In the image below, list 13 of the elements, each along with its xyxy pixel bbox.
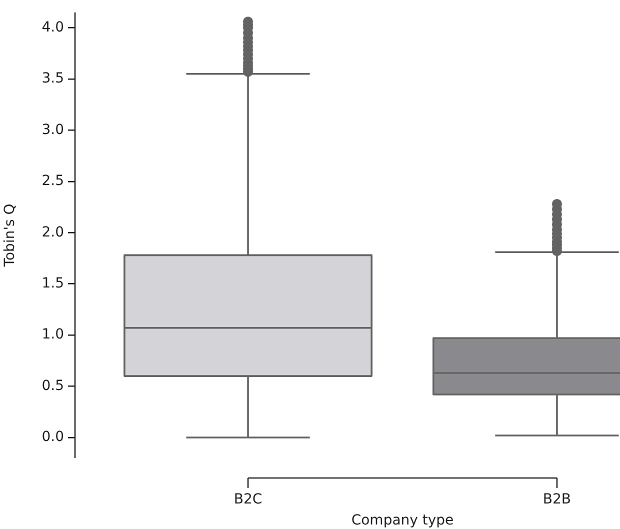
y-tick-label: 2.5 bbox=[42, 173, 64, 190]
y-tick-label: 3.0 bbox=[42, 122, 64, 138]
x-tick-label: B2B bbox=[542, 492, 572, 508]
y-tick-label: 3.5 bbox=[42, 70, 64, 87]
y-tick-label: 2.0 bbox=[42, 224, 64, 240]
x-tick-label: B2C bbox=[234, 492, 262, 508]
y-tick-label: 0.5 bbox=[42, 378, 64, 394]
y-tick-label: 4.0 bbox=[42, 19, 64, 36]
y-tick-label: 0.0 bbox=[42, 429, 64, 446]
y-tick-label: 1.0 bbox=[42, 326, 64, 343]
y-axis-title: Tobin's Q bbox=[2, 204, 18, 268]
y-tick-label: 1.5 bbox=[42, 276, 64, 292]
x-axis-title: Company type bbox=[351, 512, 454, 529]
